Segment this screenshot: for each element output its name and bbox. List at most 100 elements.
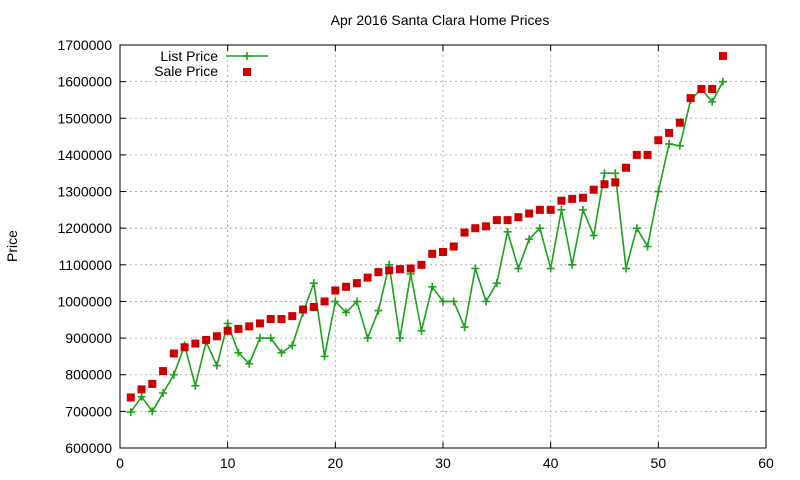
sale-price-point [611,178,620,187]
sale-price-point [546,205,555,214]
y-tick-label: 1300000 [57,184,112,200]
list-price-point [266,334,275,343]
chart-title: Apr 2016 Santa Clara Home Prices [331,12,550,28]
list-price-point [126,408,135,417]
sale-price-point [406,264,415,273]
list-price-point [568,260,577,269]
list-price-point [245,359,254,368]
sale-price-point [159,367,168,376]
list-price-point [331,297,340,306]
list-price-point [460,323,469,332]
list-price-point [449,297,458,306]
list-price-point [557,205,566,214]
legend-label-list-price: List Price [160,48,218,64]
grid [120,45,766,448]
legend-label-sale-price: Sale Price [154,63,218,79]
list-price-point [525,235,534,244]
sale-price-point [482,222,491,231]
x-tick-label: 60 [758,455,774,471]
list-price-point [234,348,243,357]
x-tick-label: 10 [220,455,236,471]
sale-price-point [191,339,200,348]
y-tick-label: 800000 [65,367,112,383]
sale-price-point [675,118,684,127]
list-price-point [255,334,264,343]
sale-price-point [503,216,512,225]
sale-price-point [352,279,361,288]
sale-price-point [439,247,447,256]
sale-price-point [137,385,146,394]
list-price-point [482,297,491,306]
y-tick-label: 900000 [65,330,112,346]
list-price-point [665,139,674,148]
sale-price-point [234,324,243,333]
list-price-point [137,392,146,401]
sale-price-point [363,273,372,282]
sale-price-point [718,51,727,60]
sale-price-point [277,315,286,324]
legend-marker-sale-price [243,68,251,76]
y-axis-label: Price [4,230,20,262]
sale-price-point [525,209,534,218]
sale-price-point [578,193,587,202]
y-tick-label: 1700000 [57,37,112,53]
list-price-point [439,297,447,306]
list-price-point [277,348,286,357]
sale-price-point [643,150,652,159]
sale-price-point [374,268,383,277]
list-price-point [191,381,200,390]
list-price-point [535,224,544,233]
sale-price-point [622,163,631,172]
x-tick-label: 50 [651,455,667,471]
y-tick-label: 1400000 [57,147,112,163]
sale-price-point [126,393,135,402]
x-tick-label: 20 [328,455,344,471]
legend: List Price Sale Price [154,48,268,79]
y-tick-label: 600000 [65,440,112,456]
sale-price-point [309,302,318,311]
list-price-point [223,319,232,328]
sale-price-point [331,286,340,295]
y-tick-label: 1500000 [57,110,112,126]
sale-price-point [385,266,394,275]
sale-price-point [202,335,211,344]
sale-price-point [514,213,523,222]
sale-price-point [255,319,264,328]
list-price-point [611,169,620,178]
list-price-point [169,370,178,379]
list-price-point [514,264,523,273]
sale-price-point [266,315,275,324]
list-price-point [395,334,404,343]
sale-price-point [245,322,254,331]
list-price-point [600,169,609,178]
sale-price-point [654,136,663,145]
y-tick-label: 1000000 [57,293,112,309]
y-tick-label: 1200000 [57,220,112,236]
sale-price-point [223,326,232,335]
y-tick-label: 1100000 [59,257,113,273]
list-price-point [288,341,297,350]
sale-price-point [148,379,157,388]
sale-price-point [460,228,469,237]
sale-price-point [492,216,501,225]
list-price-point [212,361,221,370]
list-price-point [342,308,351,317]
list-price-point [417,326,426,335]
list-price-point [632,224,641,233]
list-price-point [428,282,437,291]
list-price-point [363,334,372,343]
sale-price-point [449,242,458,251]
list-price-line [130,81,724,413]
list-price-point [718,77,727,86]
sale-price-point [428,249,437,258]
axis-ticks: 600000 700000 800000 900000 1000000 1100000 12… [57,37,774,471]
list-price-point [309,279,318,288]
list-price-point [589,231,598,240]
series [126,51,727,417]
sale-price-point [686,94,695,103]
sale-price-point [697,84,706,93]
list-price-point [374,306,383,315]
list-price-point [708,97,717,106]
list-price-point [148,407,157,416]
sale-price-point [557,196,566,205]
